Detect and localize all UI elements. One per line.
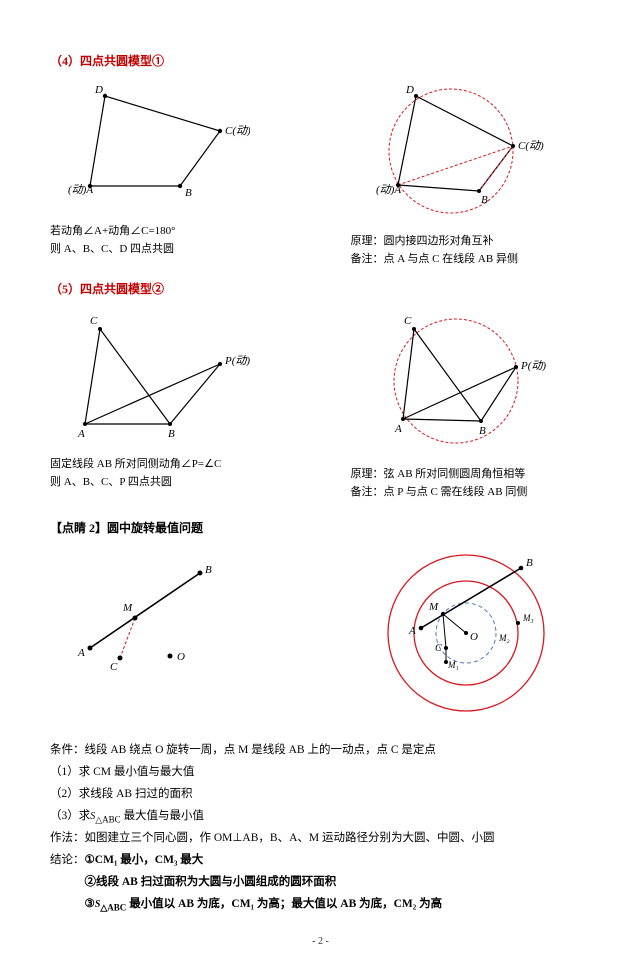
s4-right-caption: 原理：圆内接四边形对角互补 备注：点 A 与点 C 在线段 AB 异侧 <box>351 233 592 268</box>
s4-right-diagram: (动)A B C(动) D <box>351 81 561 221</box>
c1: ①CM₁ 最小，CM₃ 最大 <box>85 854 204 866</box>
c3-sub: △ABC <box>100 902 126 912</box>
s5-left-caption: 固定线段 AB 所对同侧动角∠P=∠C 则 A、B、C、P 四点共圆 <box>50 456 291 491</box>
label-D2: D <box>405 84 414 96</box>
t2r-label-M3: M₃ <box>522 613 534 623</box>
s4-lc-l1: 若动角∠A+动角∠C=180° <box>50 223 291 241</box>
c2: ②线段 AB 扫过面积为大圆与小圆组成的圆环面积 <box>50 872 591 894</box>
t2r-label-M: M <box>428 601 439 613</box>
t2r-label-C: C <box>435 643 442 654</box>
s5-lc-l1: 固定线段 AB 所对同侧动角∠P=∠C <box>50 456 291 474</box>
s5-lc-l2: 则 A、B、C、P 四点共圆 <box>50 474 291 492</box>
label-D: D <box>94 84 103 96</box>
t2r-label-B: B <box>526 557 533 569</box>
point-2-row: A B M C O A B M C O M₁ M₂ M₃ <box>50 544 591 726</box>
s5-label-P2: P(动) <box>520 359 546 372</box>
q3-line: （3）求S△ABC 最大值与最小值 <box>50 806 591 828</box>
section-5-row: A B C P(动) 固定线段 AB 所对同侧动角∠P=∠C 则 A、B、C、P… <box>50 305 591 501</box>
body-text: 条件：线段 AB 绕点 O 旋转一周，点 M 是线段 AB 上的一动点，点 C … <box>50 740 591 916</box>
label-B: B <box>185 187 192 199</box>
q3-sub: △ABC <box>95 814 120 824</box>
method-line: 作法：如图建立三个同心圆，作 OM⊥AB，B、A、M 运动路径分别为大圆、中圆、… <box>50 828 591 850</box>
s5-rc-l1: 原理：弦 AB 所对同侧圆周角恒相等 <box>351 466 592 484</box>
t2-right-col: A B M C O M₁ M₂ M₃ <box>351 544 592 726</box>
t2r-label-M1: M₁ <box>447 660 459 670</box>
q3-pre: （3）求 <box>50 810 90 822</box>
q1-line: （1）求 CM 最小值与最大值 <box>50 762 591 784</box>
s5-label-A: A <box>77 428 85 440</box>
s5-left-col: A B C P(动) 固定线段 AB 所对同侧动角∠P=∠C 则 A、B、C、P… <box>50 305 291 501</box>
s4-left-diagram: (动)A B C(动) D <box>50 81 250 211</box>
point-2-title: 【点睛 2】圆中旋转最值问题 <box>50 519 591 536</box>
page-number: - 2 - <box>50 936 591 947</box>
label-C: C(动) <box>225 124 250 137</box>
s4-rc-l2: 备注：点 A 与点 C 在线段 AB 异侧 <box>351 251 592 269</box>
s5-label-B2: B <box>479 425 486 437</box>
t2-left-col: A B M C O <box>50 544 291 726</box>
section-4-title: （4）四点共圆模型① <box>50 52 591 69</box>
t2-left-diagram: A B M C O <box>50 548 250 678</box>
label-A: (动)A <box>68 183 93 196</box>
t2-label-A: A <box>77 647 85 659</box>
s5-label-C: C <box>90 315 98 327</box>
t2-label-M: M <box>122 602 133 614</box>
s4-rc-l1: 原理：圆内接四边形对角互补 <box>351 233 592 251</box>
s5-right-col: A B C P(动) 原理：弦 AB 所对同侧圆周角恒相等 备注：点 P 与点 … <box>351 305 592 501</box>
c3-pre: ③ <box>85 898 95 910</box>
concl-head: 结论： <box>50 854 85 866</box>
s4-left-col: (动)A B C(动) D 若动角∠A+动角∠C=180° 则 A、B、C、D … <box>50 77 291 268</box>
t2r-label-O: O <box>470 631 478 643</box>
s4-lc-l2: 则 A、B、C、D 四点共圆 <box>50 241 291 259</box>
t2-label-C: C <box>110 661 118 673</box>
c3-post: 最小值以 AB 为底，CM₁ 为高；最大值以 AB 为底，CM₂ 为高 <box>126 898 442 910</box>
c3-line: ③S△ABC 最小值以 AB 为底，CM₁ 为高；最大值以 AB 为底，CM₂ … <box>50 894 591 916</box>
s5-right-diagram: A B C P(动) <box>351 309 561 454</box>
s5-label-P: P(动) <box>224 354 250 367</box>
s5-label-C2: C <box>404 315 412 327</box>
cond-line: 条件：线段 AB 绕点 O 旋转一周，点 M 是线段 AB 上的一动点，点 C … <box>50 740 591 762</box>
s5-label-A2: A <box>394 423 402 435</box>
s4-right-col: (动)A B C(动) D 原理：圆内接四边形对角互补 备注：点 A 与点 C … <box>351 77 592 268</box>
label-B2: B <box>481 194 488 206</box>
s5-rc-l2: 备注：点 P 与点 C 需在线段 AB 同侧 <box>351 484 592 502</box>
q3-post: 最大值与最小值 <box>121 810 204 822</box>
t2-label-O: O <box>177 651 185 663</box>
s5-label-B: B <box>168 428 175 440</box>
section-4-row: (动)A B C(动) D 若动角∠A+动角∠C=180° 则 A、B、C、D … <box>50 77 591 268</box>
concl-block: 结论：①CM₁ 最小，CM₃ 最大 <box>50 850 591 872</box>
t2-label-B: B <box>205 564 212 576</box>
s5-right-caption: 原理：弦 AB 所对同侧圆周角恒相等 备注：点 P 与点 C 需在线段 AB 同… <box>351 466 592 501</box>
label-C2: C(动) <box>518 139 544 152</box>
q2-line: （2）求线段 AB 扫过的面积 <box>50 784 591 806</box>
t2r-label-M2: M₂ <box>498 633 510 643</box>
s5-left-diagram: A B C P(动) <box>50 309 250 444</box>
t2-right-diagram: A B M C O M₁ M₂ M₃ <box>351 548 581 718</box>
t2r-label-A: A <box>408 625 416 637</box>
s4-left-caption: 若动角∠A+动角∠C=180° 则 A、B、C、D 四点共圆 <box>50 223 291 258</box>
label-A2: (动)A <box>376 183 401 196</box>
section-5-title: （5）四点共圆模型② <box>50 280 591 297</box>
